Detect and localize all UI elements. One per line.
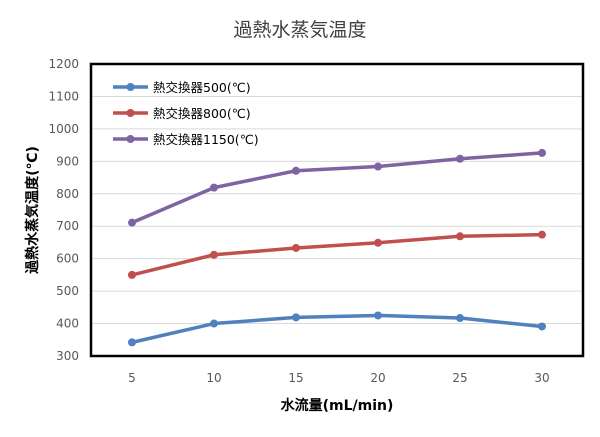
chart-title: 過熱水蒸気温度 bbox=[233, 19, 366, 41]
y-tick-label: 500 bbox=[56, 284, 79, 298]
x-tick-label: 30 bbox=[534, 371, 549, 385]
series-lines bbox=[128, 148, 546, 347]
legend-label: 熱交換器1150(℃) bbox=[153, 132, 259, 147]
series-2 bbox=[128, 230, 546, 279]
legend-marker bbox=[126, 83, 135, 91]
data-point bbox=[128, 218, 136, 227]
x-tick-label: 5 bbox=[128, 371, 136, 385]
data-point bbox=[128, 338, 136, 347]
data-point bbox=[210, 183, 218, 192]
plot-area-border bbox=[89, 62, 585, 358]
data-point bbox=[292, 166, 300, 175]
legend-label: 熱交換器800(℃) bbox=[153, 106, 251, 121]
data-point bbox=[292, 243, 300, 252]
data-point bbox=[538, 230, 546, 239]
data-point bbox=[456, 314, 464, 323]
y-tick-label: 600 bbox=[56, 252, 79, 266]
y-tick-label: 800 bbox=[56, 187, 79, 201]
y-tick-label: 400 bbox=[56, 317, 79, 331]
x-tick-label: 25 bbox=[452, 371, 467, 385]
legend-label: 熱交換器500(℃) bbox=[153, 80, 251, 95]
data-point bbox=[456, 232, 464, 241]
data-point bbox=[210, 250, 218, 259]
legend-item: 熱交換器1150(℃) bbox=[113, 132, 259, 147]
series-1 bbox=[128, 311, 546, 347]
y-tick-label: 900 bbox=[56, 154, 79, 168]
legend-item: 熱交換器500(℃) bbox=[113, 80, 251, 95]
data-point bbox=[128, 270, 136, 279]
data-point bbox=[292, 313, 300, 322]
y-tick-label: 1200 bbox=[48, 57, 79, 71]
series-line bbox=[130, 232, 544, 277]
data-point bbox=[538, 322, 546, 331]
data-point bbox=[456, 154, 464, 163]
data-point bbox=[210, 319, 218, 328]
gridlines bbox=[91, 95, 583, 325]
data-point bbox=[374, 162, 382, 171]
series-line bbox=[130, 313, 544, 345]
x-axis-label: 水流量(mL/min) bbox=[281, 397, 394, 414]
y-axis-ticks: 300 400 500 600 700 800 900 1000 1100 1200 bbox=[48, 57, 79, 363]
x-tick-label: 10 bbox=[206, 371, 221, 385]
y-axis-label: 過熱水蒸気温度(℃) bbox=[24, 146, 41, 275]
y-tick-label: 700 bbox=[56, 219, 79, 233]
y-tick-label: 300 bbox=[56, 349, 79, 363]
y-tick-label: 1100 bbox=[48, 89, 79, 103]
x-axis-ticks: 5 10 15 20 25 30 bbox=[128, 371, 549, 385]
legend-item: 熱交換器800(℃) bbox=[113, 106, 251, 121]
y-tick-label: 1000 bbox=[48, 122, 79, 136]
legend: 熱交換器500(℃) 熱交換器800(℃) 熱交換器1150(℃) bbox=[113, 80, 259, 147]
data-point bbox=[374, 238, 382, 247]
legend-marker bbox=[126, 109, 135, 117]
x-tick-label: 15 bbox=[288, 371, 303, 385]
data-point bbox=[374, 311, 382, 320]
legend-marker bbox=[126, 135, 135, 143]
data-point bbox=[538, 148, 546, 157]
x-tick-label: 20 bbox=[370, 371, 385, 385]
series-line bbox=[130, 151, 544, 225]
series-3 bbox=[128, 148, 546, 227]
